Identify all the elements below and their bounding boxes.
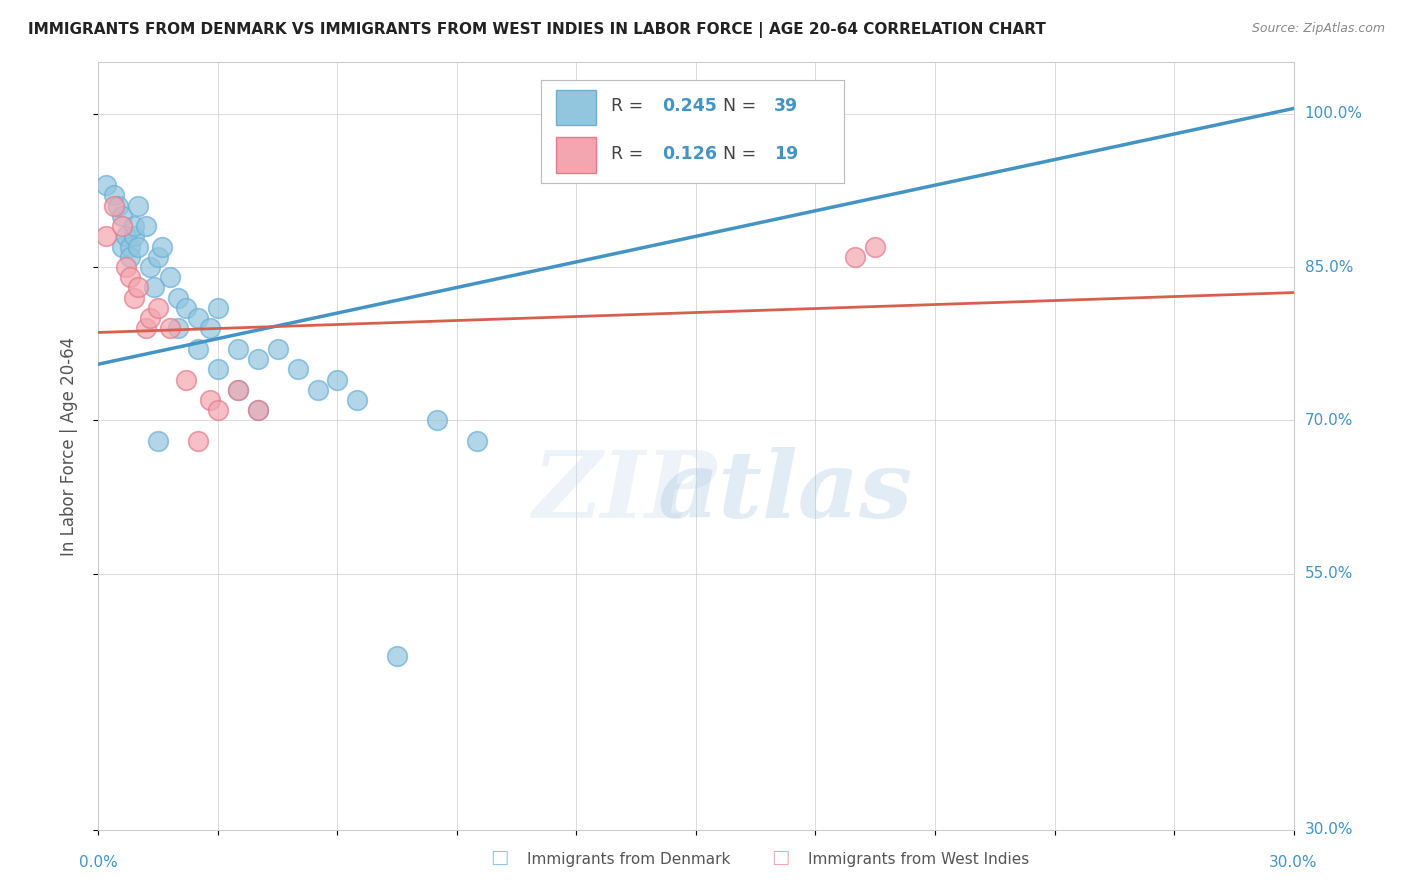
Text: N =: N = xyxy=(723,97,762,115)
Text: 85.0%: 85.0% xyxy=(1305,260,1353,275)
Point xyxy=(246,403,269,417)
Point xyxy=(246,352,269,367)
Point xyxy=(226,342,249,356)
Point xyxy=(246,403,269,417)
Text: 55.0%: 55.0% xyxy=(1305,566,1353,582)
Point xyxy=(107,199,129,213)
Point xyxy=(124,291,146,305)
Text: IMMIGRANTS FROM DENMARK VS IMMIGRANTS FROM WEST INDIES IN LABOR FORCE | AGE 20-6: IMMIGRANTS FROM DENMARK VS IMMIGRANTS FR… xyxy=(28,22,1046,38)
Point xyxy=(287,362,309,376)
Point xyxy=(139,260,162,274)
FancyBboxPatch shape xyxy=(557,89,596,126)
Text: 0.0%: 0.0% xyxy=(79,855,118,870)
Point xyxy=(226,383,249,397)
Point xyxy=(207,362,229,376)
Point xyxy=(111,239,134,253)
Point xyxy=(465,434,488,448)
Text: Immigrants from West Indies: Immigrants from West Indies xyxy=(808,852,1029,867)
Text: ZIP: ZIP xyxy=(531,447,717,537)
Point xyxy=(385,648,409,663)
Point xyxy=(103,199,125,213)
Point xyxy=(115,260,138,274)
Point xyxy=(159,321,181,335)
Text: R =: R = xyxy=(610,97,648,115)
Text: □: □ xyxy=(489,848,509,867)
Point xyxy=(127,280,149,294)
Point xyxy=(844,250,866,264)
Point xyxy=(226,383,249,397)
Point xyxy=(127,239,149,253)
Text: 0.126: 0.126 xyxy=(662,145,717,163)
Point xyxy=(207,301,229,315)
Point xyxy=(307,383,329,397)
Point xyxy=(124,229,146,244)
Point xyxy=(96,178,118,193)
Point xyxy=(120,239,142,253)
Text: 0.245: 0.245 xyxy=(662,97,717,115)
Text: N =: N = xyxy=(723,145,762,163)
Point xyxy=(143,280,166,294)
Point xyxy=(267,342,290,356)
Text: 30.0%: 30.0% xyxy=(1305,822,1353,837)
Text: □: □ xyxy=(770,848,790,867)
Point xyxy=(135,321,157,335)
Text: 30.0%: 30.0% xyxy=(1270,855,1317,870)
Point xyxy=(148,301,170,315)
Point xyxy=(187,342,209,356)
Point xyxy=(174,372,197,386)
Point xyxy=(187,311,209,326)
Point xyxy=(865,239,887,253)
Point xyxy=(159,270,181,285)
Point xyxy=(198,321,221,335)
Y-axis label: In Labor Force | Age 20-64: In Labor Force | Age 20-64 xyxy=(59,336,77,556)
Point xyxy=(124,219,146,233)
Point xyxy=(115,229,138,244)
Text: 100.0%: 100.0% xyxy=(1305,106,1362,121)
Point xyxy=(150,239,173,253)
Point xyxy=(111,209,134,223)
Text: Immigrants from Denmark: Immigrants from Denmark xyxy=(527,852,731,867)
Point xyxy=(139,311,162,326)
Text: 19: 19 xyxy=(775,145,799,163)
Point xyxy=(167,321,190,335)
FancyBboxPatch shape xyxy=(557,136,596,173)
Point xyxy=(96,229,118,244)
Point xyxy=(187,434,209,448)
Point xyxy=(103,188,125,202)
Point xyxy=(198,392,221,407)
Point xyxy=(326,372,349,386)
Point xyxy=(426,413,449,427)
Text: R =: R = xyxy=(610,145,648,163)
Text: 39: 39 xyxy=(775,97,799,115)
Point xyxy=(148,434,170,448)
Point xyxy=(135,219,157,233)
Point xyxy=(167,291,190,305)
Point xyxy=(120,270,142,285)
Text: 70.0%: 70.0% xyxy=(1305,413,1353,428)
Point xyxy=(120,250,142,264)
Text: atlas: atlas xyxy=(658,447,914,537)
Text: Source: ZipAtlas.com: Source: ZipAtlas.com xyxy=(1251,22,1385,36)
Point xyxy=(127,199,149,213)
Point xyxy=(174,301,197,315)
Point xyxy=(148,250,170,264)
Point xyxy=(207,403,229,417)
Point xyxy=(346,392,368,407)
Point xyxy=(111,219,134,233)
